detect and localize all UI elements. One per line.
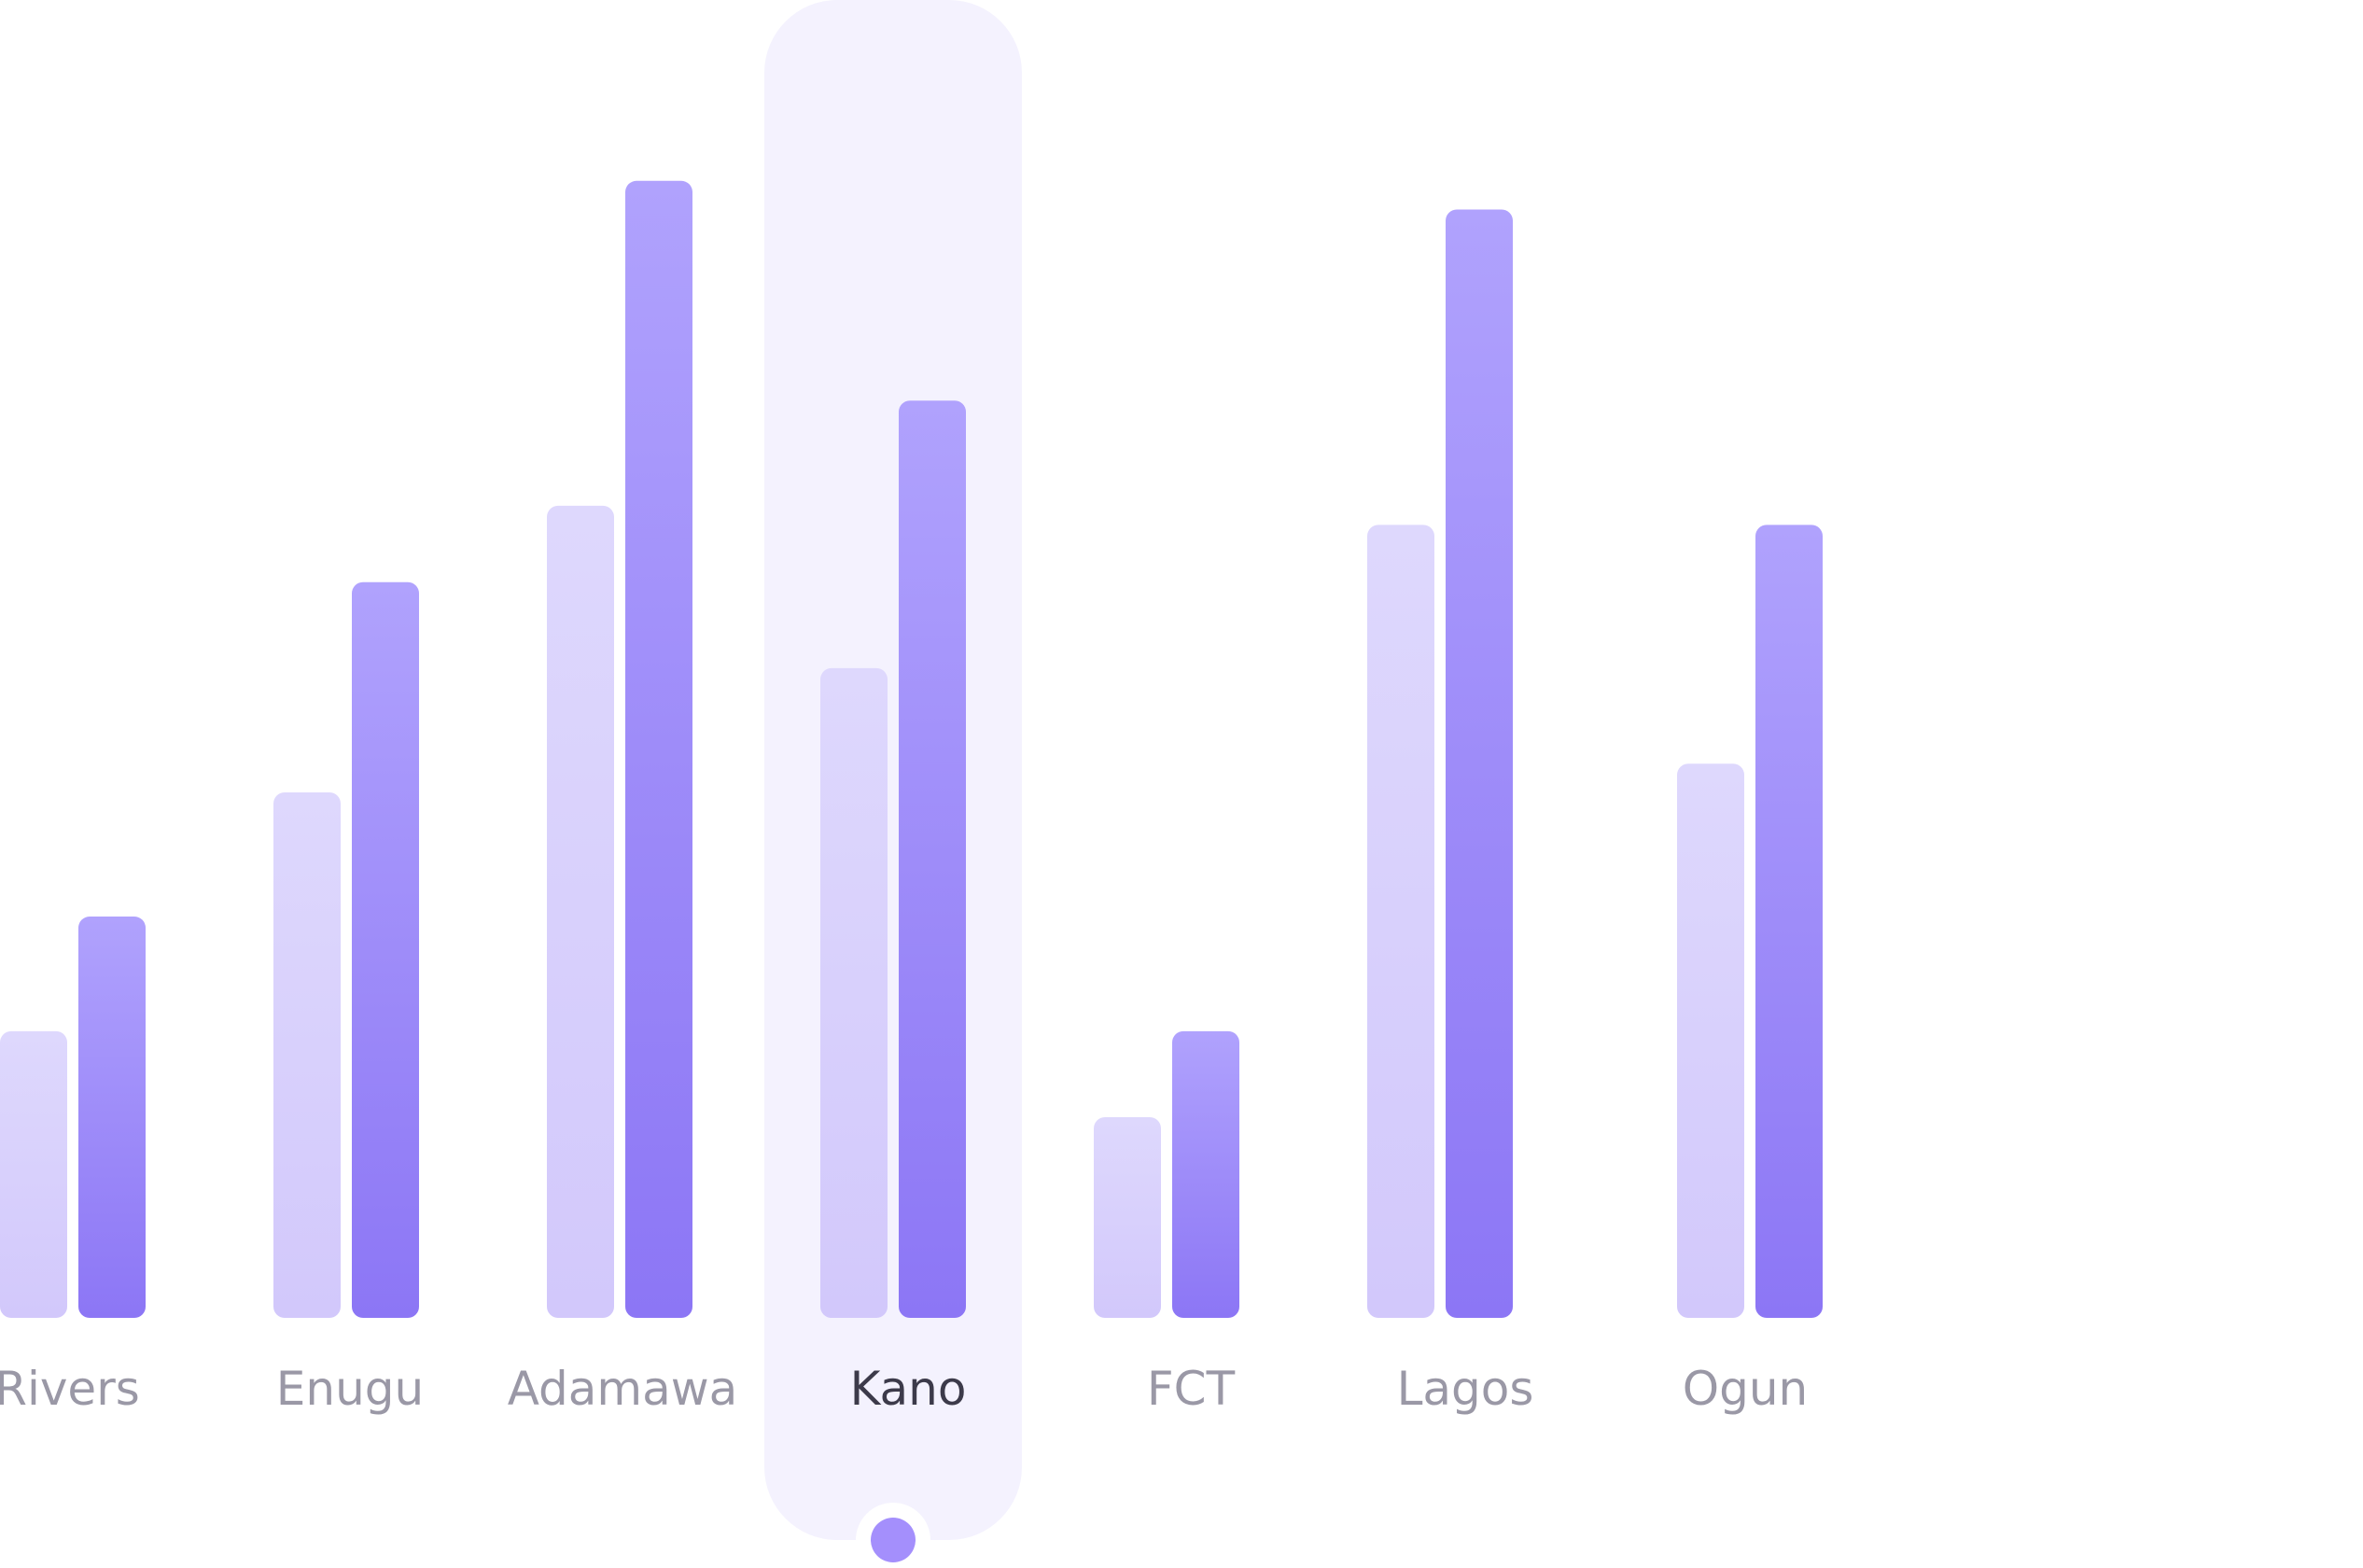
category-labels: Rivers Enugu Adamawa Kano FCT Lagos Ogun (0, 1362, 1808, 1416)
bar-series1-fct[interactable] (1094, 1117, 1161, 1318)
bar-series1-ogun[interactable] (1677, 763, 1744, 1318)
bar-series1-adamawa[interactable] (547, 505, 614, 1318)
selected-category-panel (764, 0, 1022, 1540)
bar-series2-lagos[interactable] (1446, 209, 1513, 1319)
x-tick-label-ogun[interactable]: Ogun (1683, 1362, 1808, 1416)
bar-series2-ogun[interactable] (1755, 525, 1823, 1318)
x-tick-label-lagos[interactable]: Lagos (1397, 1362, 1534, 1416)
bars-group (0, 180, 1823, 1319)
bar-series1-lagos[interactable] (1367, 525, 1434, 1318)
bar-series1-kano[interactable] (820, 667, 888, 1318)
bar-series2-fct[interactable] (1172, 1030, 1239, 1318)
bar-series1-enugu[interactable] (273, 791, 341, 1318)
bar-series2-enugu[interactable] (352, 581, 419, 1318)
selection-marker-dot[interactable] (871, 1518, 916, 1562)
x-tick-label-kano[interactable]: Kano (850, 1362, 967, 1416)
x-tick-label-fct[interactable]: FCT (1147, 1362, 1236, 1416)
x-tick-label-enugu[interactable]: Enugu (276, 1362, 424, 1416)
selected-category-highlight (764, 0, 1022, 1540)
bar-series2-rivers[interactable] (78, 917, 146, 1318)
x-tick-label-rivers[interactable]: Rivers (0, 1362, 140, 1416)
bar-series1-rivers[interactable] (0, 1030, 67, 1318)
bar-series2-kano[interactable] (899, 400, 966, 1318)
selection-marker (856, 1503, 930, 1568)
bar-series2-adamawa[interactable] (625, 180, 692, 1318)
x-tick-label-adamawa[interactable]: Adamawa (508, 1362, 738, 1416)
